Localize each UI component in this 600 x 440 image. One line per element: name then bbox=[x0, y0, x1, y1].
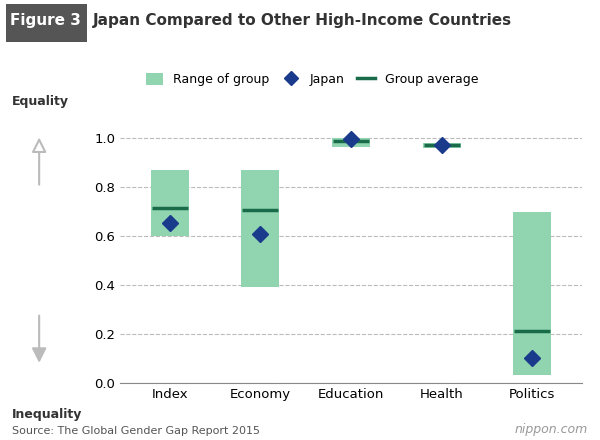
Bar bbox=[332, 138, 370, 147]
Text: Figure 3: Figure 3 bbox=[10, 13, 80, 28]
Legend: Range of group, Japan, Group average: Range of group, Japan, Group average bbox=[141, 68, 483, 91]
FancyBboxPatch shape bbox=[6, 4, 87, 41]
Text: nippon.com: nippon.com bbox=[515, 422, 588, 436]
Bar bbox=[241, 170, 280, 287]
Text: Source: The Global Gender Gap Report 2015: Source: The Global Gender Gap Report 201… bbox=[12, 425, 260, 436]
Bar bbox=[422, 143, 461, 148]
Bar bbox=[513, 212, 551, 375]
Text: Equality: Equality bbox=[11, 95, 68, 108]
Text: Inequality: Inequality bbox=[11, 408, 82, 421]
Bar bbox=[151, 170, 189, 236]
Text: Japan Compared to Other High-Income Countries: Japan Compared to Other High-Income Coun… bbox=[93, 13, 512, 28]
